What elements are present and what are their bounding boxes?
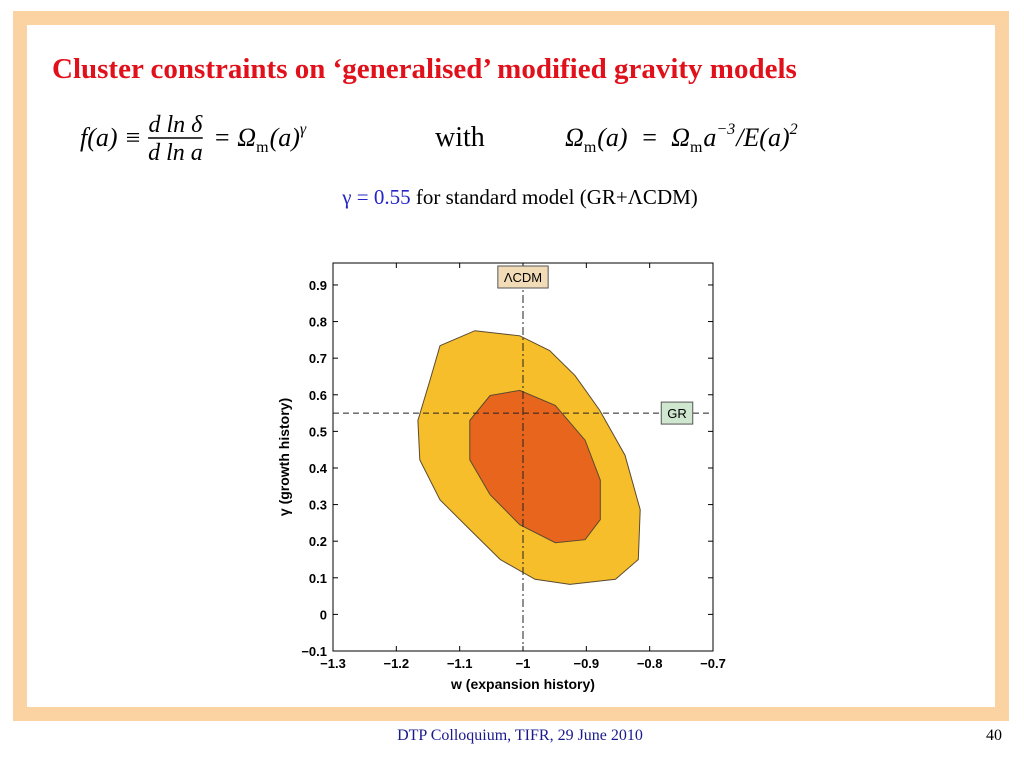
footer: DTP Colloquium, TIFR, 29 June 2010	[397, 727, 643, 744]
y-tick-label: −0.1	[301, 644, 327, 659]
connector: with	[435, 122, 485, 153]
equation-superscript: γ	[300, 121, 307, 138]
equation-superscript: 2	[790, 121, 798, 138]
equation-text: (a) = Ω	[597, 123, 690, 152]
equation-text: = Ω	[207, 123, 256, 152]
y-tick-label: 0.1	[309, 571, 327, 586]
page-number: 40	[986, 727, 1002, 744]
subtitle-text: for standard model (GR+ΛCDM)	[411, 185, 698, 209]
equation-subscript: m	[584, 139, 597, 156]
slide-frame	[13, 11, 1009, 721]
y-tick-label: 0.8	[309, 315, 327, 330]
x-tick-label: −1.2	[383, 656, 409, 671]
y-tick-label: 0.9	[309, 278, 327, 293]
x-tick-label: −0.8	[637, 656, 663, 671]
equation-text: a	[703, 123, 716, 152]
y-tick-label: 0.7	[309, 351, 327, 366]
x-tick-label: −0.9	[573, 656, 599, 671]
fraction-numerator: d ln δ	[149, 112, 204, 138]
y-tick-label: 0	[320, 607, 327, 622]
x-tick-label: −1.1	[447, 656, 473, 671]
y-tick-label: 0.4	[309, 461, 328, 476]
annotation-label: ΛCDM	[504, 270, 542, 285]
annotation-label: GR	[667, 406, 687, 421]
equation-text: Ω	[565, 123, 584, 152]
subtitle: γ = 0.55 for standard model (GR+ΛCDM)	[341, 185, 698, 209]
annotation: ΛCDM	[497, 265, 549, 289]
annotation: GR	[660, 401, 694, 425]
y-tick-label: 0.2	[309, 534, 327, 549]
x-tick-label: −1.3	[320, 656, 346, 671]
y-tick-label: 0.6	[309, 388, 327, 403]
equation-text: f(a) ≡	[80, 123, 148, 152]
y-tick-label: 0.5	[309, 424, 327, 439]
x-tick-label: −0.7	[700, 656, 726, 671]
contour-region	[469, 389, 601, 544]
equation-superscript: −3	[716, 121, 735, 138]
fraction-denominator: d ln a	[148, 140, 203, 166]
y-tick-label: 0.3	[309, 498, 327, 513]
equation-text: /E(a)	[734, 123, 789, 152]
y-axis-label: γ (growth history)	[276, 398, 292, 516]
slide-title: Cluster constraints on ‘generalised’ mod…	[52, 53, 797, 85]
subtitle-highlight: γ = 0.55	[341, 185, 410, 209]
x-axis-label: w (expansion history)	[450, 676, 595, 692]
equation-subscript: m	[256, 139, 269, 156]
annotation-box	[660, 401, 694, 425]
annotation-box	[497, 265, 549, 289]
equation-text: (a)	[270, 123, 300, 152]
x-tick-label: −1	[516, 656, 531, 671]
equation-subscript: m	[690, 139, 703, 156]
